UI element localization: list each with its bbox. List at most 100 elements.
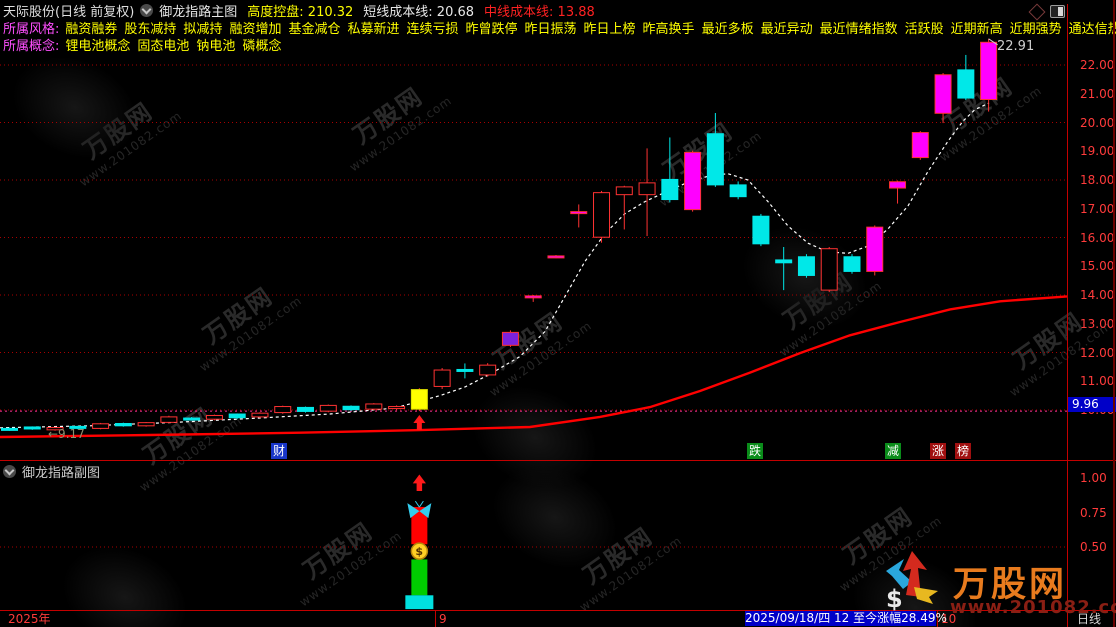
board-tag[interactable]: 最近情绪指数	[819, 22, 898, 37]
candle	[706, 133, 724, 186]
candle	[911, 132, 929, 159]
candle	[752, 215, 770, 245]
board-tag[interactable]: 昨日上榜	[583, 22, 636, 37]
board-tag[interactable]: 近期新高	[950, 22, 1003, 37]
price-tick-label: 11.00	[1080, 374, 1115, 389]
candle	[114, 423, 132, 427]
style-row-label: 所属风格:	[3, 22, 60, 37]
candle	[410, 389, 428, 410]
start-price-label: ←9.17	[48, 427, 85, 441]
style-tags-row: 所属风格: 融资融券 股东减持 拟减持 融资增加 基金减仓 私募新进 连续亏损 昨曾跌停 昨日振…	[3, 18, 1116, 37]
candle	[638, 182, 656, 196]
board-tag[interactable]: 昨日振荡	[524, 22, 577, 37]
candle	[137, 422, 155, 427]
candle	[980, 41, 998, 100]
price-tick-label: 19.00	[1080, 144, 1115, 159]
period-label[interactable]: 日线	[1077, 612, 1102, 626]
right-edge-border	[1113, 0, 1115, 627]
board-tag[interactable]: 通达信热股	[1068, 22, 1116, 37]
board-tag[interactable]: 锂电池概念	[65, 39, 131, 54]
chevron-down-icon[interactable]	[3, 465, 16, 478]
price-tick-label: 22.00	[1080, 58, 1115, 72]
candle	[69, 425, 87, 429]
sub-tick-label: 0.75	[1080, 505, 1107, 520]
panel-toggle-icon[interactable]	[1050, 5, 1065, 18]
board-tag[interactable]: 最近异动	[760, 22, 813, 37]
board-tag[interactable]: 钠电池	[196, 39, 236, 54]
board-tag[interactable]: 融资增加	[229, 22, 282, 37]
board-tag[interactable]: 融资融券	[65, 22, 118, 37]
price-tick-label: 14.00	[1080, 288, 1115, 302]
axis-border	[1067, 4, 1068, 627]
signal-badge: 财	[271, 443, 287, 459]
watermark-site-name: 万股网	[953, 565, 1068, 605]
candle	[615, 186, 633, 196]
cursor-price-tag: 9.96	[1068, 397, 1116, 412]
diamond-icon[interactable]	[1028, 3, 1046, 21]
candle	[501, 331, 519, 346]
metric-short-cost: 短线成本线: 20.68	[363, 5, 475, 20]
stock-title: 天际股份(日线 前复权)	[3, 5, 135, 20]
candle	[934, 74, 952, 114]
concept-row-label: 所属概念:	[3, 39, 60, 54]
high-price-label: 22.91	[997, 39, 1034, 54]
chevron-down-icon[interactable]	[140, 4, 154, 17]
board-tag[interactable]: 拟减持	[183, 22, 223, 37]
board-tag[interactable]: 磷概念	[242, 39, 282, 54]
board-tag[interactable]: 近期强势	[1009, 22, 1062, 37]
board-tag[interactable]: 昨高换手	[642, 22, 695, 37]
main-indicator-name[interactable]: 御龙指路主图	[159, 5, 238, 20]
candle	[479, 364, 497, 376]
candle	[957, 69, 975, 99]
price-tick-label: 12.00	[1080, 345, 1115, 360]
candle	[160, 416, 178, 423]
candle	[342, 405, 360, 411]
signal-block	[405, 595, 434, 610]
signal-badge: 榜	[955, 443, 971, 459]
svg-text:$: $	[886, 585, 903, 613]
month-tick-line	[937, 611, 938, 627]
candle	[92, 423, 110, 429]
candle	[547, 255, 565, 259]
site-logo-arrows-icon: $	[886, 551, 938, 613]
board-tag[interactable]: 私募新进	[347, 22, 400, 37]
board-tag[interactable]: 基金减仓	[288, 22, 341, 37]
sub-tick-label: 1.00	[1080, 471, 1107, 485]
price-tick-label: 17.00	[1080, 201, 1115, 216]
signal-bar	[411, 506, 428, 545]
candle	[228, 413, 246, 419]
concept-tags: 锂电池概念 固态电池 钠电池 磷概念	[65, 35, 288, 54]
sub-indicator-name[interactable]: 御龙指路副图	[22, 466, 101, 481]
high-callout-line	[988, 38, 998, 46]
metric-control-degree: 高度控盘: 210.32	[247, 5, 354, 20]
candle	[433, 369, 451, 387]
watermark-site-url: www.201082.com	[950, 597, 1116, 618]
month-tick-label: 9	[439, 612, 447, 626]
candle	[365, 403, 383, 410]
signal-badge: 减	[885, 443, 901, 459]
candle	[388, 406, 406, 410]
signal-bar	[411, 559, 428, 596]
selected-date-box: 2025/09/18/四 12 至今涨幅28.49%	[745, 611, 947, 626]
candle	[775, 259, 793, 264]
board-tag[interactable]: 最近多板	[701, 22, 754, 37]
price-tick-label: 15.00	[1080, 259, 1115, 274]
month-tick-line	[435, 611, 436, 627]
price-tick-label: 18.00	[1080, 173, 1115, 187]
candle	[319, 404, 337, 412]
board-tag[interactable]: 固态电池	[137, 39, 190, 54]
candle	[456, 368, 474, 372]
candle	[593, 192, 611, 238]
board-tag[interactable]: 股东减持	[124, 22, 177, 37]
axis-year-label: 2025年	[8, 612, 51, 626]
candle	[820, 248, 838, 291]
board-tag[interactable]: 昨曾跌停	[465, 22, 518, 37]
board-tag[interactable]: 活跃股	[904, 22, 944, 37]
panel-divider	[0, 460, 1116, 461]
candle	[661, 178, 679, 201]
board-tag[interactable]: 连续亏损	[406, 22, 459, 37]
sub-indicator-header: 御龙指路副图	[3, 462, 100, 481]
candle	[889, 181, 907, 189]
candle	[684, 151, 702, 211]
